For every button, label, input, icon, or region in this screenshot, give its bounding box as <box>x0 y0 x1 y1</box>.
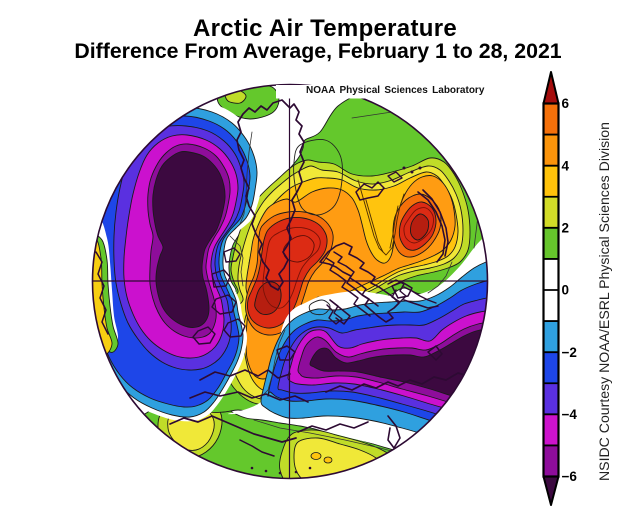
svg-text:0: 0 <box>562 283 570 298</box>
svg-text:6: 6 <box>562 96 570 111</box>
svg-text:−2: −2 <box>562 345 577 360</box>
svg-text:2: 2 <box>562 221 570 236</box>
svg-text:−4: −4 <box>562 407 578 422</box>
svg-text:4: 4 <box>562 158 570 173</box>
svg-text:−6: −6 <box>562 469 578 484</box>
